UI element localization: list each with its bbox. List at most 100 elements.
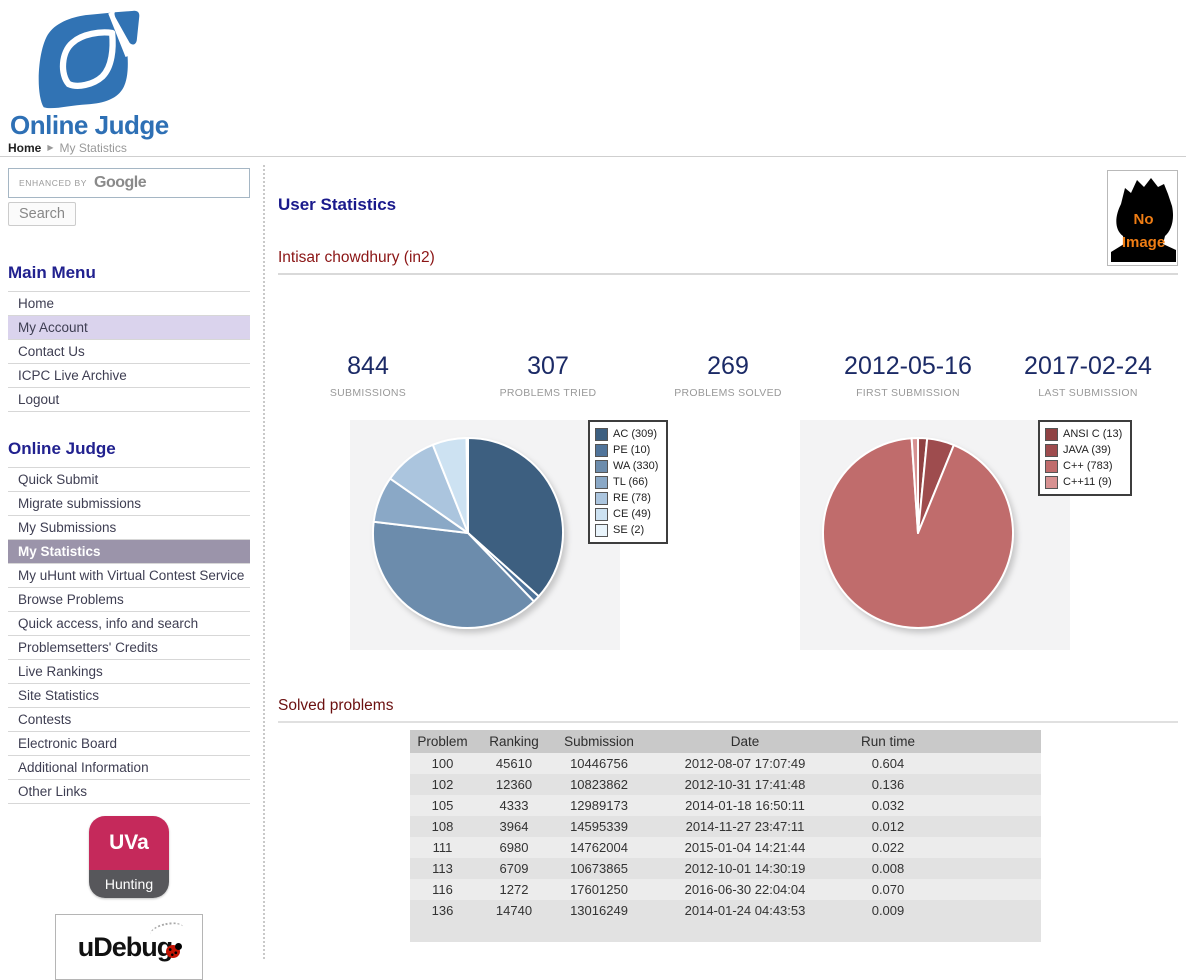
col-problem: Problem [410, 730, 475, 753]
ranking-cell: 12360 [475, 774, 553, 795]
sidebar-item-label: My Statistics [18, 544, 101, 559]
problem-link[interactable]: 102 [410, 774, 475, 795]
sidebar-menu-item[interactable]: Quick Submit [8, 468, 250, 492]
submission-cell: 14762004 [553, 837, 645, 858]
content-wrap: ENHANCED BY Google Search Main Menu Home… [0, 157, 1186, 980]
legend-swatch [595, 523, 608, 537]
google-logo-text: Google [94, 174, 147, 191]
uva-hunting-badge[interactable]: UVa Hunting [89, 816, 169, 898]
language-legend: ANSI C (13) JAVA (39) C++ (783) [1038, 420, 1133, 496]
sidebar-menu-item[interactable]: My uHunt with Virtual Contest Service [8, 564, 250, 588]
legend-swatch [1045, 459, 1058, 473]
breadcrumb-arrow-icon: ▶ [47, 143, 54, 152]
date-cell: 2016-06-30 22:04:04 [645, 879, 845, 900]
table-row: 113 6709 10673865 2012-10-01 14:30:19 0.… [410, 858, 1041, 879]
sidebar-menu-item[interactable]: Site Statistics [8, 684, 250, 708]
avatar-no-image-text-line2: Image [1121, 233, 1166, 251]
sidebar-menu-item[interactable]: My Statistics [8, 540, 250, 564]
sidebar-item-label: Quick access, info and search [18, 616, 199, 631]
solved-problems-table: Problem Ranking Submission Date Run time… [410, 730, 1041, 942]
sidebar-menu-item[interactable]: Live Rankings [8, 660, 250, 684]
submission-cell: 12989173 [553, 795, 645, 816]
stat-label: PROBLEMS TRIED [499, 387, 597, 399]
online-judge-menu-list: Quick Submit Migrate submissions My Subm… [8, 467, 250, 804]
sidebar-menu-item[interactable]: ICPC Live Archive [8, 364, 250, 388]
stat-label: SUBMISSIONS [329, 387, 407, 399]
legend-entry: WA (330) [595, 458, 658, 474]
stat-value: 2012-05-16 [844, 352, 972, 380]
stats-row: 844 SUBMISSIONS 307 PROBLEMS TRIED 269 P… [278, 352, 1178, 399]
problem-link[interactable]: 136 [410, 900, 475, 921]
legend-label: ANSI C (13) [1063, 428, 1123, 440]
runtime-cell: 0.604 [845, 753, 931, 774]
legend-label: AC (309) [613, 428, 658, 440]
legend-entry: C++11 (9) [1045, 474, 1122, 490]
ladybug-icon [166, 942, 183, 958]
legend-entry: RE (78) [595, 490, 658, 506]
ranking-cell: 45610 [475, 753, 553, 774]
breadcrumb-home-link[interactable]: Home [8, 140, 42, 155]
sidebar-item-label: Other Links [18, 784, 88, 799]
sidebar-menu-item[interactable]: Home [8, 292, 250, 316]
sidebar-menu-item[interactable]: Other Links [8, 780, 250, 804]
legend-entry: JAVA (39) [1045, 442, 1122, 458]
sidebar-menu-item[interactable]: Browse Problems [8, 588, 250, 612]
date-cell: 2014-01-18 16:50:11 [645, 795, 845, 816]
sidebar-item-label: Home [18, 296, 55, 311]
sidebar-menu-item[interactable]: Logout [8, 388, 250, 412]
sidebar-menu-item[interactable]: My Account [8, 316, 250, 340]
uva-badge-bottom: Hunting [89, 870, 169, 898]
ranking-cell: 6709 [475, 858, 553, 879]
problem-link[interactable]: 100 [410, 753, 475, 774]
legend-entry: SE (2) [595, 522, 658, 538]
runtime-cell: 0.012 [845, 816, 931, 837]
stat-label: PROBLEMS SOLVED [674, 387, 782, 399]
sidebar-item-label: ICPC Live Archive [18, 368, 127, 383]
legend-entry: AC (309) [595, 426, 658, 442]
search-input[interactable]: ENHANCED BY Google [8, 168, 250, 198]
problem-link[interactable]: 116 [410, 879, 475, 900]
table-row: 108 3964 14595339 2014-11-27 23:47:11 0.… [410, 816, 1041, 837]
udebug-banner[interactable]: uDebug [55, 914, 203, 980]
sidebar-menu-item[interactable]: Problemsetters' Credits [8, 636, 250, 660]
empty-cell [931, 879, 1041, 900]
sidebar-menu-item[interactable]: Quick access, info and search [8, 612, 250, 636]
ranking-cell: 14740 [475, 900, 553, 921]
sidebar-menu-item[interactable]: Additional Information [8, 756, 250, 780]
sidebar-menu-item[interactable]: Migrate submissions [8, 492, 250, 516]
problem-link[interactable]: 105 [410, 795, 475, 816]
logo-wordmark[interactable]: Online Judge [10, 110, 169, 140]
date-cell: 2012-10-31 17:41:48 [645, 774, 845, 795]
runtime-cell: 0.032 [845, 795, 931, 816]
main-menu-list: Home My Account Contact Us ICPC Live Arc… [8, 291, 250, 412]
stat-value: 269 [707, 352, 749, 380]
online-judge-logo-icon[interactable] [28, 6, 150, 114]
search-button[interactable]: Search [8, 202, 76, 226]
legend-swatch [595, 475, 608, 489]
legend-entry: PE (10) [595, 442, 658, 458]
submission-cell: 13016249 [553, 900, 645, 921]
submission-cell: 10673865 [553, 858, 645, 879]
stat-item: 2012-05-16 FIRST SUBMISSION [818, 352, 998, 399]
language-pie [822, 436, 1014, 629]
sidebar-menu-item[interactable]: Contests [8, 708, 250, 732]
legend-label: C++11 (9) [1063, 476, 1112, 488]
sidebar-menu-item[interactable]: Contact Us [8, 340, 250, 364]
problem-link[interactable]: 113 [410, 858, 475, 879]
legend-swatch [595, 443, 608, 457]
sidebar-menu-item[interactable]: My Submissions [8, 516, 250, 540]
date-cell: 2014-01-24 04:43:53 [645, 900, 845, 921]
problem-link[interactable]: 111 [410, 837, 475, 858]
date-cell: 2015-01-04 14:21:44 [645, 837, 845, 858]
uva-badge-top: UVa [89, 816, 169, 870]
page-title: User Statistics [278, 195, 397, 214]
legend-swatch [1045, 475, 1058, 489]
problem-link[interactable]: 108 [410, 816, 475, 837]
breadcrumb: Home ▶ My Statistics [0, 139, 1186, 157]
legend-label: RE (78) [613, 492, 651, 504]
stat-value: 2017-02-24 [1024, 352, 1152, 380]
ranking-cell: 4333 [475, 795, 553, 816]
sidebar-menu-item[interactable]: Electronic Board [8, 732, 250, 756]
table-row: 105 4333 12989173 2014-01-18 16:50:11 0.… [410, 795, 1041, 816]
ranking-cell: 6980 [475, 837, 553, 858]
